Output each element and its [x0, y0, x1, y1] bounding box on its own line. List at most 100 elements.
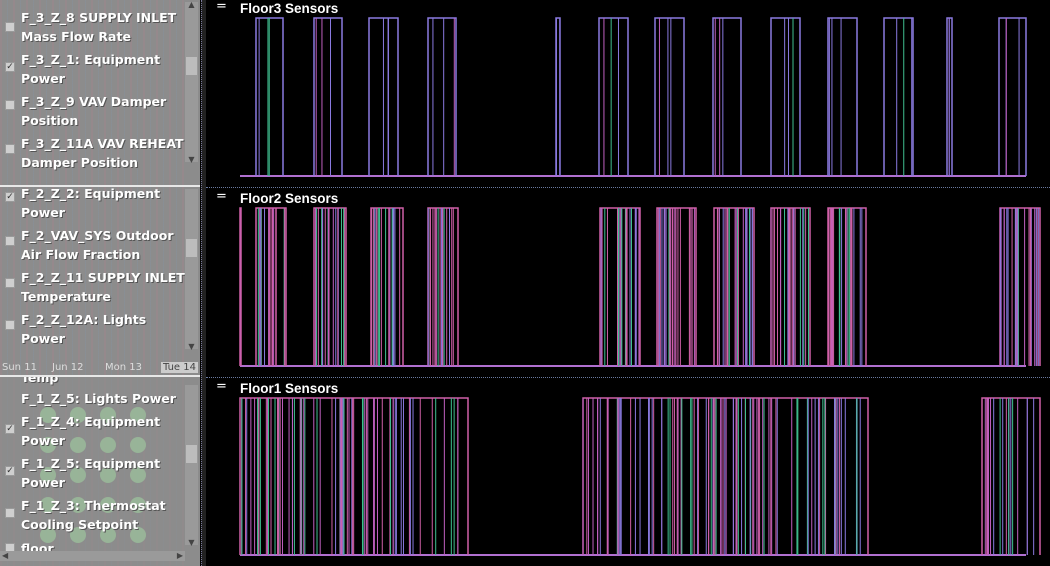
list-item[interactable]: F_1_Z_3: Thermostat Cooling Setpoint [0, 496, 185, 538]
checkbox[interactable]: ✓ [5, 192, 15, 202]
dot [40, 467, 56, 483]
scroll-down-icon[interactable]: ▼ [188, 538, 195, 547]
panel-separator [0, 185, 200, 187]
floor3-chart-panel: = Floor3 Sensors [206, 0, 1050, 188]
checkbox[interactable] [5, 508, 15, 518]
dot [130, 497, 146, 513]
scroll-thumb[interactable] [186, 239, 197, 257]
dot [130, 467, 146, 483]
dot [70, 437, 86, 453]
list-item[interactable]: F_3_Z_8 SUPPLY INLET Mass Flow Rate [0, 8, 185, 50]
list-item[interactable]: F_2_Z_12A: Lights Power [0, 310, 185, 352]
pulse-burst [239, 207, 242, 366]
list-item[interactable]: ✓ F_1_Z_5: Equipment Power [0, 454, 185, 496]
vertical-scrollbar[interactable]: ▼ [185, 385, 198, 547]
sensor-label: F_3_Z_1: Equipment Power [21, 52, 161, 86]
sensor-label: F_3_Z_8 SUPPLY INLET Mass Flow Rate [21, 10, 177, 44]
list-background [0, 377, 185, 566]
sensor-label: F_2_Z_2: Equipment Power [21, 187, 161, 220]
scroll-left-icon[interactable]: ◀ [2, 551, 9, 560]
list-item[interactable]: F_2_Z_11 SUPPLY INLET Temperature [0, 268, 185, 310]
dot [100, 497, 116, 513]
dot [130, 437, 146, 453]
checkbox[interactable] [5, 22, 15, 32]
list-item[interactable]: F_3_Z_11A VAV REHEAT Damper Position [0, 134, 185, 176]
floor2-chart-panel: = Floor2 Sensors [206, 190, 1050, 378]
sensor-label: F_1_Z_3: Thermostat Cooling Setpoint [21, 498, 166, 532]
pulse-burst [713, 207, 755, 366]
pulse-burst [598, 17, 629, 176]
pulse-burst [255, 17, 284, 176]
vertical-scrollbar[interactable]: ▼ [185, 189, 198, 351]
pulse-burst [999, 207, 1041, 366]
pulse-burst [654, 17, 685, 176]
floor1-chart-panel: = Floor1 Sensors [206, 380, 1050, 566]
scroll-thumb[interactable] [186, 445, 197, 463]
panel-title: Floor2 Sensors [240, 191, 339, 206]
sensor-label: F_1_Z_4: Equipment Power [21, 414, 161, 448]
sensor-label: F_2_VAV_SYS Outdoor Air Flow Fraction [21, 228, 174, 262]
sensor-list-sidebar: F_3_Z_8 SUPPLY INLET Mass Flow Rate ✓ F_… [0, 0, 200, 566]
sensor-label: F_3_Z_9 VAV Damper Position [21, 94, 167, 128]
pulse-burst [313, 207, 347, 366]
pulse-burst [656, 207, 697, 366]
scroll-thumb[interactable] [186, 57, 197, 75]
dot [100, 467, 116, 483]
scroll-down-icon[interactable]: ▼ [188, 155, 195, 164]
dot-grid-background [30, 407, 180, 557]
checkbox[interactable]: ✓ [5, 466, 15, 476]
pulse-burst [981, 397, 1041, 555]
list-item[interactable]: F_1_Z_5: Lights Power [0, 389, 185, 409]
list-item[interactable]: ✓ F_1_Z_4: Equipment Power [0, 412, 185, 454]
pulse-burst [313, 17, 343, 176]
pulse-burst [770, 17, 801, 176]
timeline-date-labels: Sun 11 Jun 12 Mon 13 Tue 14 [0, 362, 200, 374]
panel-menu-icon[interactable]: = [216, 0, 227, 14]
date-label: Mon 13 [105, 362, 142, 373]
checkbox[interactable] [5, 144, 15, 154]
panel-bottom-border [206, 187, 1050, 188]
splitter[interactable] [201, 0, 206, 566]
scroll-right-icon[interactable]: ▶ [176, 551, 183, 560]
dot [70, 467, 86, 483]
pulse-burst [427, 207, 459, 366]
vertical-scrollbar[interactable]: ▲ ▼ [185, 0, 198, 164]
panel-menu-icon[interactable]: = [216, 379, 227, 394]
dot [130, 407, 146, 423]
date-label: Tue 14 [161, 362, 198, 373]
sensor-label: Temp [21, 377, 59, 385]
list-item[interactable]: F_2_VAV_SYS Outdoor Air Flow Fraction [0, 226, 185, 268]
scroll-down-icon[interactable]: ▼ [188, 342, 195, 351]
dot [70, 527, 86, 543]
pulse-burst [946, 17, 953, 176]
sensor-timeseries-plot [240, 17, 1027, 177]
sensor-timeseries-plot [239, 397, 1041, 556]
list-item[interactable]: ✓ F_3_Z_1: Equipment Power [0, 50, 185, 92]
pulse-burst [427, 17, 457, 176]
pulse-burst [827, 207, 867, 366]
checkbox[interactable] [5, 320, 15, 330]
dot [70, 497, 86, 513]
panel-menu-icon[interactable]: = [216, 189, 227, 204]
sensor-label: F_1_Z_5: Equipment Power [21, 456, 161, 490]
scroll-up-icon[interactable]: ▲ [188, 0, 195, 9]
list-item[interactable]: F_3_Z_9 VAV Damper Position [0, 92, 185, 134]
checkbox[interactable] [5, 100, 15, 110]
horizontal-scrollbar[interactable]: ◀ ▶ [0, 551, 185, 561]
list-item[interactable]: Temp [0, 377, 185, 386]
checkbox[interactable]: ✓ [5, 62, 15, 72]
checkbox[interactable] [5, 236, 15, 246]
checkbox[interactable] [5, 278, 15, 288]
dot [100, 437, 116, 453]
panel-title: Floor1 Sensors [240, 381, 339, 396]
list-item[interactable]: ✓ F_2_Z_2: Equipment Power [0, 187, 185, 226]
checkbox[interactable]: ✓ [5, 424, 15, 434]
pulse-burst [770, 207, 811, 366]
date-label: Sun 11 [2, 362, 37, 373]
dot [130, 527, 146, 543]
floor3-sensor-list: F_3_Z_8 SUPPLY INLET Mass Flow Rate ✓ F_… [0, 0, 200, 187]
dot [40, 527, 56, 543]
pulse-burst [827, 17, 858, 176]
pulse-burst [998, 17, 1027, 176]
sensor-label: F_2_Z_11 SUPPLY INLET Temperature [21, 270, 185, 304]
